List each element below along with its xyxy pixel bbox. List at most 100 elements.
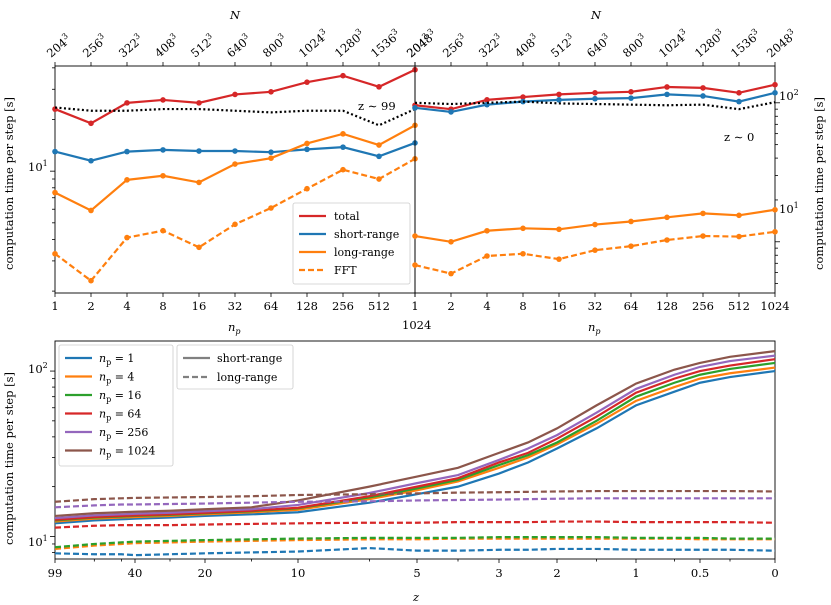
tl-point-FFT-2: [124, 234, 130, 241]
bottom-legend-style: short-range long-range: [176, 344, 294, 390]
tl-point-total-4: [196, 100, 202, 106]
tr-point-FFT-0: [412, 262, 418, 268]
tl-point-long-range-6: [268, 155, 274, 161]
top-right-xlabel: np: [588, 320, 601, 336]
tr-point-total-9: [736, 90, 742, 96]
tl-point-long-range-4: [196, 179, 202, 186]
tl-point-short-range-9: [376, 153, 382, 160]
tr-xtick-label-0: 1: [411, 299, 418, 313]
tl-point-short-range-0: [52, 148, 58, 155]
tr-N-tick-5: 6403: [583, 31, 613, 60]
tl-point-FFT-6: [268, 205, 274, 211]
tl-N-tick-9: 15363: [367, 27, 403, 61]
tr-point-FFT-10: [772, 228, 778, 235]
legend-np-label-5: np = 1024: [99, 445, 155, 460]
tl-point-FFT-4: [196, 244, 202, 251]
tr-N-tick-6: 8003: [619, 31, 649, 60]
tr-point-long-range-8: [700, 210, 706, 217]
bottom-series-5: [54, 350, 776, 518]
tl-point-FFT-7: [304, 185, 310, 192]
tl-point-long-range-0: [52, 189, 58, 196]
legend-long-range-style-label: long-range: [217, 371, 277, 384]
top-right-annotation: z ∼ 0: [724, 130, 754, 144]
tl-xtick-label-6: 64: [264, 299, 279, 313]
tr-point-short-range-0: [412, 105, 418, 111]
tl-xtick-label-9: 512: [368, 299, 390, 313]
tr-point-long-range-4: [556, 226, 562, 233]
top-left-ylabel: computation time per step [s]: [2, 97, 16, 270]
tr-point-total-8: [700, 85, 706, 91]
tl-point-total-2: [124, 100, 130, 106]
tr-point-short-range-7: [664, 91, 670, 98]
bottom-xtick-label-6: 2: [553, 566, 560, 580]
tl-point-short-range-1: [88, 157, 94, 164]
tl-point-short-range-5: [232, 148, 238, 154]
tl-point-total-3: [160, 97, 166, 103]
tl-point-total-8: [340, 72, 346, 79]
bottom-xtick-label-8: 0.5: [691, 566, 709, 580]
top-left-N-label: N: [229, 8, 241, 22]
legend-short-range-style-label: short-range: [217, 352, 282, 365]
tr-xtick-label-4: 16: [552, 299, 567, 313]
top-right-ytick-10: 101: [779, 201, 799, 216]
legend-np-label-0: np = 1: [99, 352, 134, 367]
legend-np-label-1: np = 4: [99, 371, 134, 386]
bottom-xtick-label-5: 3: [495, 566, 502, 580]
tl-point-long-range-7: [304, 140, 310, 147]
tl-series-z-ref: [54, 106, 416, 127]
tr-N-tick-1: 2563: [439, 31, 469, 60]
tr-point-FFT-1: [448, 270, 454, 277]
tr-point-FFT-7: [664, 237, 670, 243]
tl-xtick-label-8: 256: [332, 299, 354, 313]
tl-xtick-label-1: 2: [87, 299, 94, 313]
bottom-ytick-100: 102: [28, 361, 48, 376]
tl-point-long-range-9: [376, 142, 382, 148]
tr-point-FFT-6: [628, 243, 634, 249]
corner-tick-1024: 1024: [402, 318, 431, 332]
tr-xtick-label-9: 512: [728, 299, 750, 313]
tr-point-total-10: [772, 81, 778, 88]
tl-N-tick-1: 2563: [79, 31, 109, 60]
bottom-xtick-label-7: 1: [632, 566, 639, 580]
bottom-series-6: [54, 546, 776, 557]
legend-fft: FFT: [334, 264, 357, 277]
tl-point-short-range-4: [196, 148, 202, 154]
bottom-xtick-label-1: 40: [128, 566, 143, 580]
tr-point-total-3: [520, 94, 526, 100]
tl-xtick-label-0: 1: [51, 299, 58, 313]
tl-point-FFT-9: [376, 176, 382, 182]
tr-point-long-range-5: [592, 221, 598, 228]
bottom-series-11: [54, 489, 776, 503]
legend-np-label-3: np = 64: [99, 408, 141, 423]
tl-N-tick-7: 10243: [295, 27, 331, 61]
legend-np-label-4: np = 256: [99, 426, 148, 441]
tl-xtick-label-2: 4: [123, 299, 130, 313]
tl-point-long-range-2: [124, 177, 130, 183]
bottom-series-10: [54, 497, 775, 509]
top-legend: total short-range long-range FFT: [292, 202, 411, 285]
tr-point-short-range-8: [700, 93, 706, 99]
tr-N-tick-4: 5123: [547, 31, 577, 60]
tl-point-FFT-8: [340, 166, 346, 173]
tl-xtick-label-3: 8: [159, 299, 166, 313]
tl-point-FFT-3: [160, 227, 166, 234]
tl-point-short-range-3: [160, 147, 166, 153]
top-right-ytick-100: 102: [779, 88, 799, 103]
legend-total: total: [334, 210, 360, 223]
tl-point-short-range-2: [124, 148, 130, 155]
tl-point-short-range-6: [268, 149, 274, 155]
tr-xtick-label-6: 64: [624, 299, 639, 313]
tl-point-FFT-0: [52, 250, 58, 257]
tr-point-total-7: [664, 84, 670, 90]
tr-N-tick-2: 3223: [475, 31, 505, 60]
top-left-annotation: z ∼ 99: [358, 99, 396, 113]
tr-point-short-range-5: [592, 95, 598, 102]
tl-point-total-1: [88, 120, 94, 127]
tl-point-long-range-5: [232, 161, 238, 167]
tl-point-FFT-1: [88, 277, 94, 284]
tl-point-total-6: [268, 89, 274, 95]
top-left-ytick: 101: [28, 159, 48, 174]
tr-point-long-range-7: [664, 214, 670, 221]
tr-point-FFT-9: [736, 233, 742, 240]
tr-point-long-range-2: [484, 227, 490, 234]
